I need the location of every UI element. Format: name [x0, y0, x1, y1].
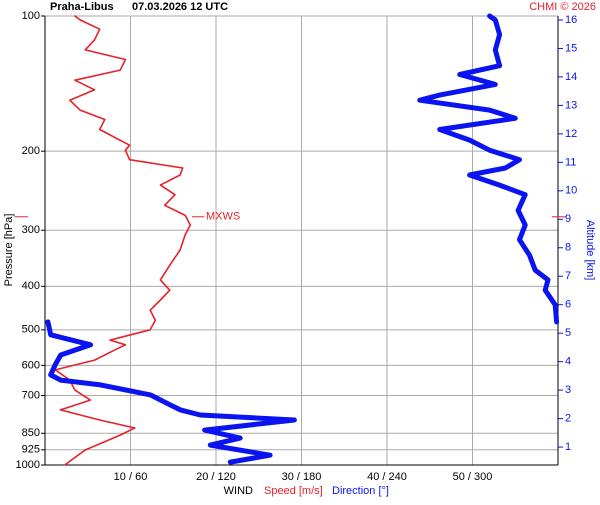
x-tick-label: 30 / 180	[282, 471, 322, 483]
y2-tick-label: 1	[565, 441, 571, 453]
legend-entry: Speed [m/s]	[264, 485, 323, 497]
chart-subtitle: 07.03.2026 12 UTC	[132, 1, 228, 13]
y-tick-label: 300	[22, 224, 40, 236]
y2-tick-label: 11	[565, 156, 576, 168]
y2-tick-label: 10	[565, 185, 577, 197]
x-tick-label: 50 / 300	[453, 471, 493, 483]
series-line	[54, 15, 192, 466]
y2-tick-label: 4	[565, 356, 571, 368]
y-tick-label: 1000	[16, 459, 40, 471]
y-axis-label: Pressure [hPa]	[3, 214, 15, 287]
y2-tick-label: 5	[565, 327, 571, 339]
y2-tick-label: 8	[565, 242, 571, 254]
y2-tick-label: 13	[565, 99, 577, 111]
y-tick-label: 600	[22, 359, 40, 371]
x-axis-label: WIND	[224, 485, 253, 497]
annotation: MXWS	[206, 211, 240, 223]
x-tick-label: 40 / 240	[367, 471, 407, 483]
x-tick-label: 20 / 120	[196, 471, 236, 483]
y-tick-label: 100	[22, 10, 40, 22]
y-tick-label: 850	[22, 427, 40, 439]
y-tick-label: 500	[22, 324, 40, 336]
chart-title: Praha-Libus	[50, 1, 114, 13]
legend-entry: Direction [°]	[332, 485, 389, 497]
y2-tick-label: 6	[565, 299, 571, 311]
x-tick-label: 10 / 60	[114, 471, 148, 483]
series-line	[45, 13, 560, 465]
y-tick-label: 400	[22, 280, 40, 292]
y2-axis-label: Altitude [km]	[584, 220, 596, 281]
y2-tick-label: 9	[565, 213, 571, 225]
y-tick-label: 700	[22, 389, 40, 401]
y2-tick-label: 3	[565, 384, 571, 396]
y-tick-label: 925	[22, 444, 40, 456]
y2-tick-label: 2	[565, 412, 571, 424]
y-tick-label: 200	[22, 145, 40, 157]
credit: CHMI © 2026	[529, 1, 596, 13]
y2-tick-label: 7	[565, 270, 571, 282]
y2-tick-label: 12	[565, 128, 577, 140]
y2-tick-label: 15	[565, 42, 577, 54]
y2-tick-label: 14	[565, 71, 577, 83]
y2-tick-label: 16	[565, 14, 577, 26]
